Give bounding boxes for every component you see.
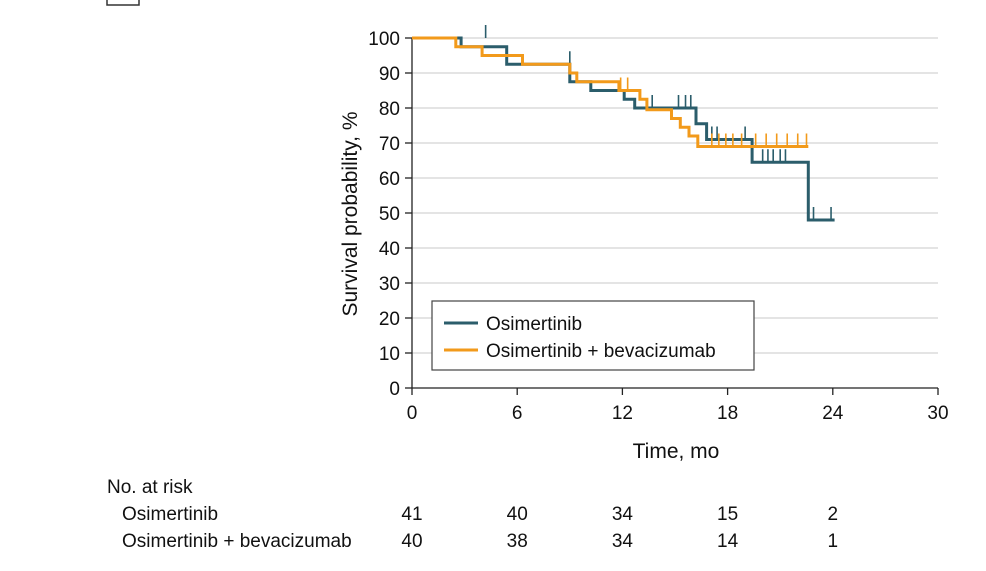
- y-tick-label-70: 70: [379, 134, 400, 155]
- panel-label-box: [106, 0, 140, 6]
- curve-osimertinib-bevacizumab: [412, 36, 809, 148]
- risk-count-row0-t0: 41: [401, 504, 422, 525]
- curve-osimertinib: [412, 36, 835, 222]
- x-tick-label-12: 12: [612, 403, 633, 424]
- x-axis-title: Time, mo: [633, 440, 720, 463]
- y-axis-title: Survival probability, %: [339, 111, 362, 316]
- y-tick-label-90: 90: [379, 64, 400, 85]
- x-tick-label-30: 30: [927, 403, 948, 424]
- risk-count-row1-t18: 14: [717, 531, 739, 552]
- y-tick-label-80: 80: [379, 99, 400, 120]
- y-tick-label-100: 100: [368, 29, 400, 50]
- risk-row-label-osimertinib: Osimertinib: [122, 504, 218, 525]
- risk-count-row1-t24: 1: [828, 531, 839, 552]
- legend-label-osimertinib: Osimertinib: [486, 314, 582, 335]
- axes: [405, 37, 939, 395]
- y-tick-label-30: 30: [379, 274, 400, 295]
- y-tick-label-40: 40: [379, 239, 400, 260]
- risk-counts: 41 40 34 15 2 40 38 34 14 1: [401, 504, 838, 552]
- risk-count-row1-t0: 40: [401, 531, 422, 552]
- risk-count-row0-t6: 40: [507, 504, 528, 525]
- x-tick-label-6: 6: [512, 403, 523, 424]
- x-tick-label-18: 18: [717, 403, 738, 424]
- y-tick-label-50: 50: [379, 204, 400, 225]
- y-tick-label-10: 10: [379, 344, 400, 365]
- risk-count-row1-t12: 34: [612, 531, 634, 552]
- survival-curves: [412, 25, 835, 222]
- legend: Osimertinib Osimertinib + bevacizumab: [431, 300, 755, 371]
- risk-count-row0-t24: 2: [828, 504, 839, 525]
- legend-label-osimertinib-bevacizumab: Osimertinib + bevacizumab: [486, 341, 716, 362]
- y-tick-label-20: 20: [379, 309, 400, 330]
- x-tick-label-0: 0: [407, 403, 418, 424]
- y-tick-label-0: 0: [389, 379, 400, 400]
- number-at-risk-table: No. at risk Osimertinib Osimertinib + be…: [107, 477, 838, 552]
- tick-labels: 0 10 20 30 40 50 60 70 80 90 100 0 6 12 18 24 30: [368, 29, 948, 424]
- legend-box: [431, 300, 755, 371]
- risk-table-title: No. at risk: [107, 477, 193, 498]
- x-tick-label-24: 24: [822, 403, 844, 424]
- risk-count-row0-t12: 34: [612, 504, 634, 525]
- risk-count-row0-t18: 15: [717, 504, 738, 525]
- y-tick-label-60: 60: [379, 169, 400, 190]
- risk-row-label-osimertinib-bevacizumab: Osimertinib + bevacizumab: [122, 531, 352, 552]
- risk-count-row1-t6: 38: [507, 531, 528, 552]
